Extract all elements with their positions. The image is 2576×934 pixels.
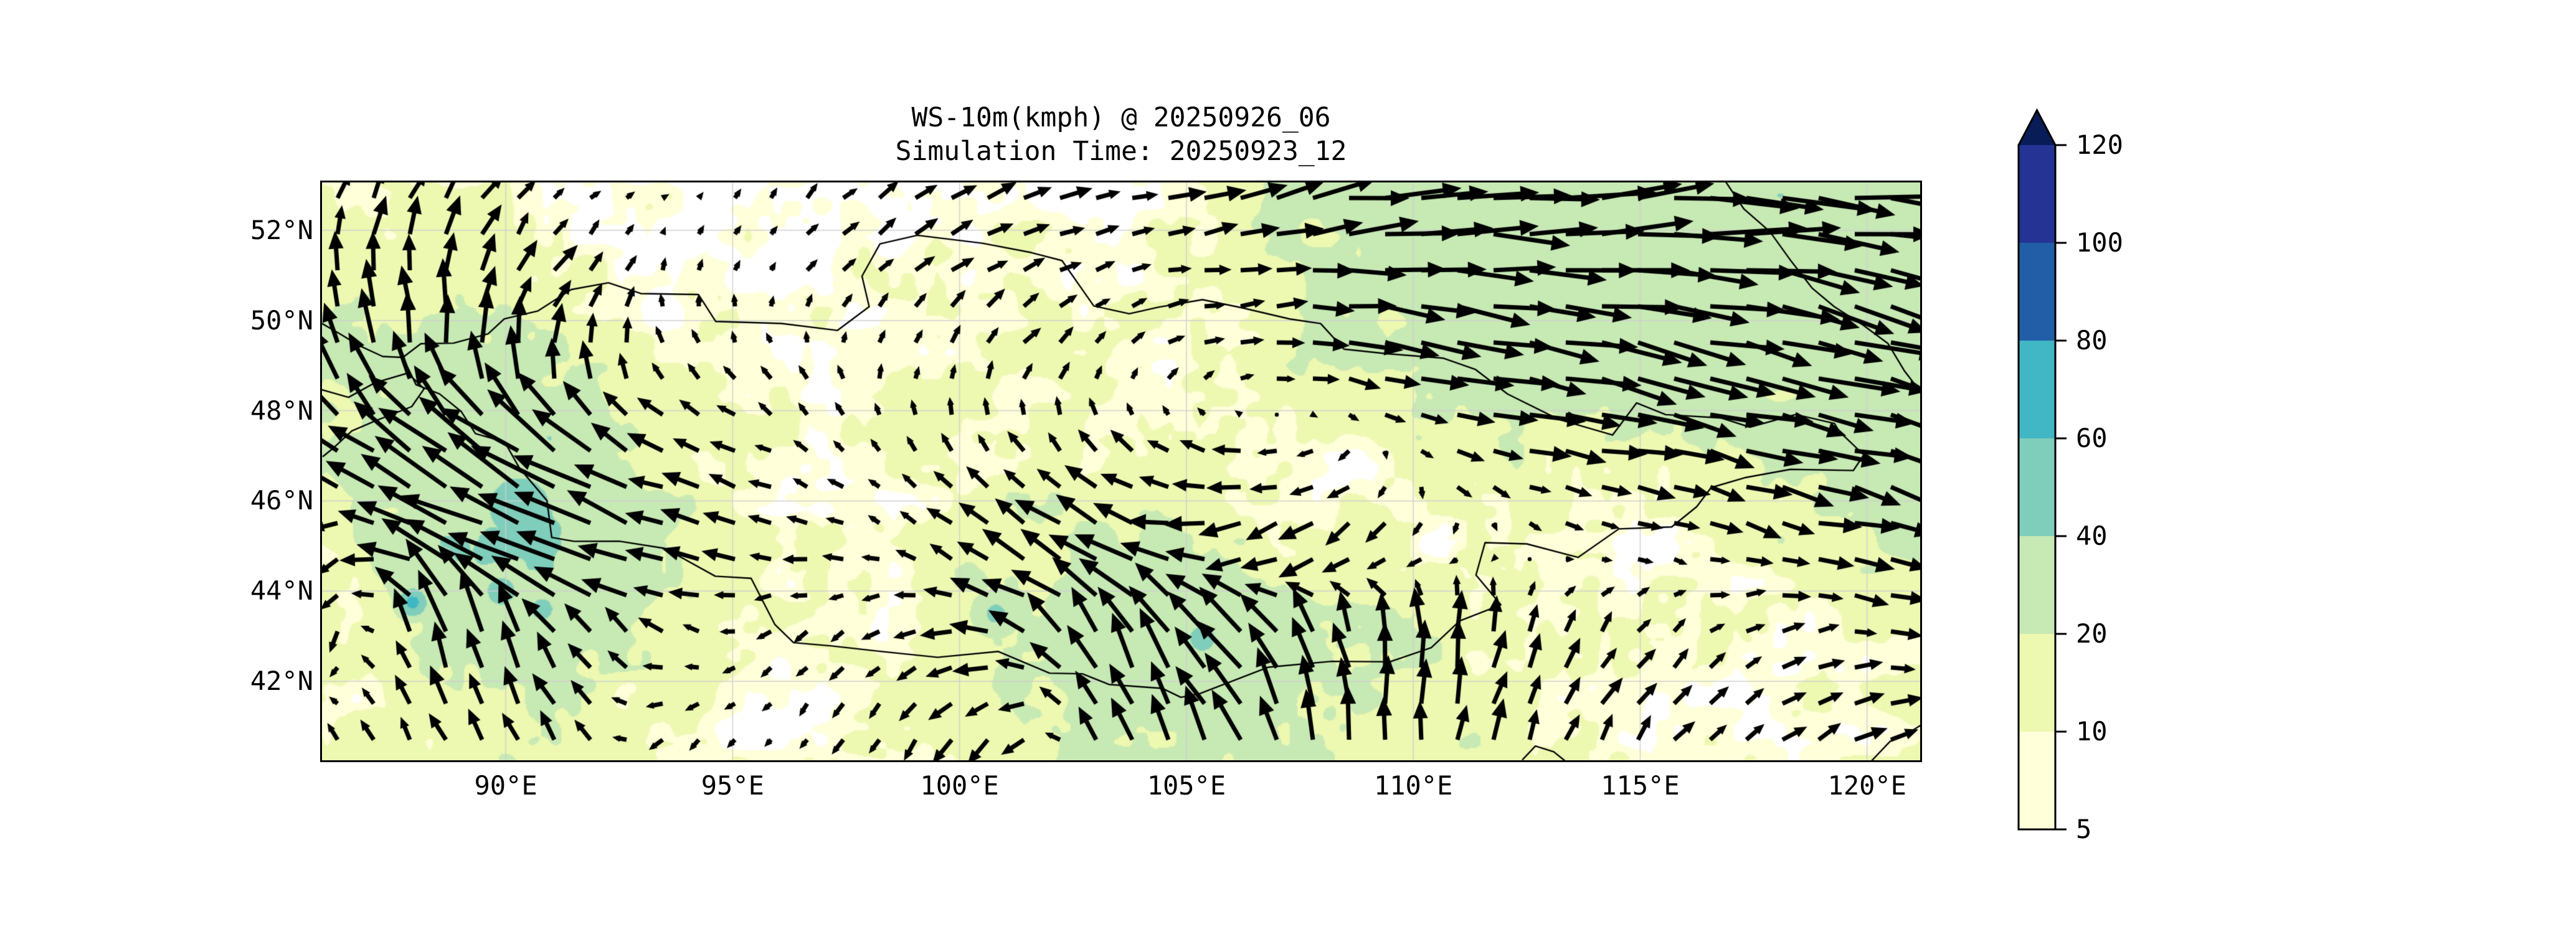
y-tick-label: 48°N [250,395,313,426]
colorbar-extend-arrow [2019,110,2055,145]
colorbar-band [2019,634,2055,732]
map-plot-area [320,181,1922,762]
x-tick-label: 120°E [1827,770,1906,801]
x-tick-label: 95°E [701,770,764,801]
colorbar-tick-label: 100 [2076,227,2123,258]
colorbar-band [2019,438,2055,537]
colorbar-tick-label: 20 [2076,618,2108,649]
colorbar-tick-label: 80 [2076,325,2108,356]
colorbar-band [2019,732,2055,830]
y-tick-label: 52°N [250,214,313,245]
x-tick-label: 100°E [920,770,999,801]
colorbar [2017,108,2067,831]
colorbar-tick-label: 10 [2076,716,2108,747]
colorbar-band [2019,341,2055,439]
colorbar-band [2019,145,2055,243]
y-tick-label: 44°N [250,575,313,606]
plot-subtitle: Simulation Time: 20250923_12 [895,136,1347,167]
x-tick-label: 90°E [474,770,537,801]
colorbar-tick-label: 40 [2076,521,2108,551]
x-tick-label: 105°E [1147,770,1226,801]
wind-map-canvas [322,182,1920,760]
y-tick-label: 42°N [250,666,313,697]
colorbar-band [2019,536,2055,634]
y-tick-label: 46°N [250,485,313,516]
colorbar-tick-label: 120 [2076,130,2123,160]
x-tick-label: 115°E [1601,770,1680,801]
colorbar-tick-label: 60 [2076,423,2108,453]
plot-title: WS-10m(kmph) @ 20250926_06 [911,102,1331,133]
colorbar-outline [2017,108,2057,831]
y-tick-label: 50°N [250,304,313,336]
colorbar-tick-label: 5 [2076,814,2092,844]
x-tick-label: 110°E [1373,770,1453,801]
colorbar-band [2019,243,2055,341]
